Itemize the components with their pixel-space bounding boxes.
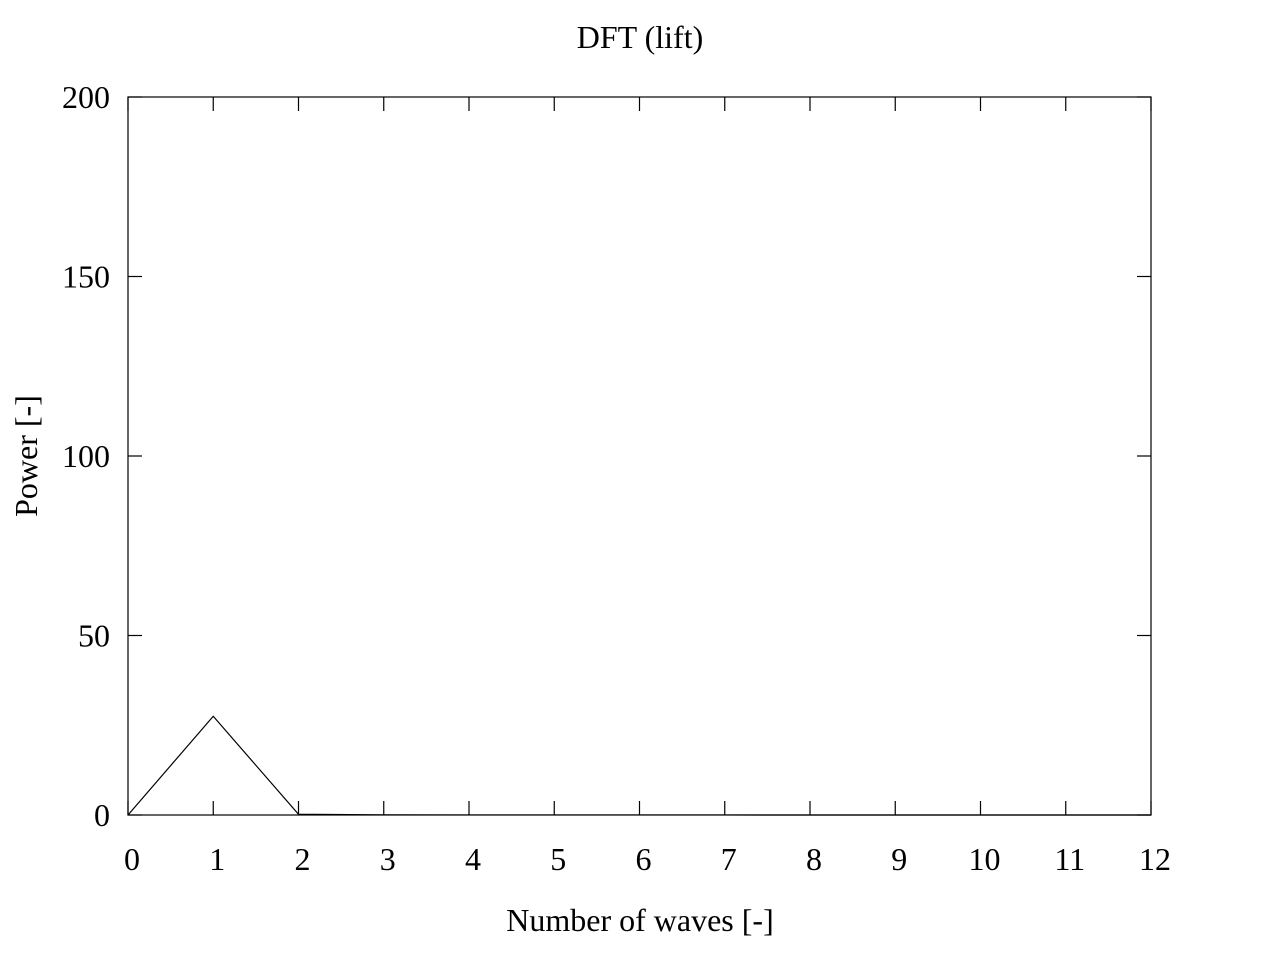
y-axis-title: Power [-] [8,395,44,517]
x-tick-label: 7 [721,841,737,877]
plot-frame [127,96,1152,816]
y-tick-label: 100 [62,438,110,474]
x-tick-label: 2 [295,841,311,877]
chart-title: DFT (lift) [577,19,704,55]
y-tick-label: 150 [62,259,110,295]
x-tick-label: 0 [124,841,140,877]
x-tick-label: 9 [891,841,907,877]
x-tick-label: 8 [806,841,822,877]
x-tick-label: 11 [1054,841,1085,877]
x-tick-label: 4 [465,841,481,877]
x-tick-label: 5 [550,841,566,877]
y-tick-label: 50 [78,618,110,654]
y-tick-label: 200 [62,79,110,115]
x-tick-label: 6 [636,841,652,877]
series-group [127,715,1151,816]
series-line-0 [127,715,1151,816]
x-tick-label: 1 [209,841,225,877]
x-tick-label: 12 [1139,841,1171,877]
x-axis-title: Number of waves [-] [506,902,773,938]
y-tick-label: 0 [94,797,110,833]
x-tick-label: 3 [380,841,396,877]
x-tick-label: 10 [969,841,1001,877]
axis-ticks [127,96,1152,816]
